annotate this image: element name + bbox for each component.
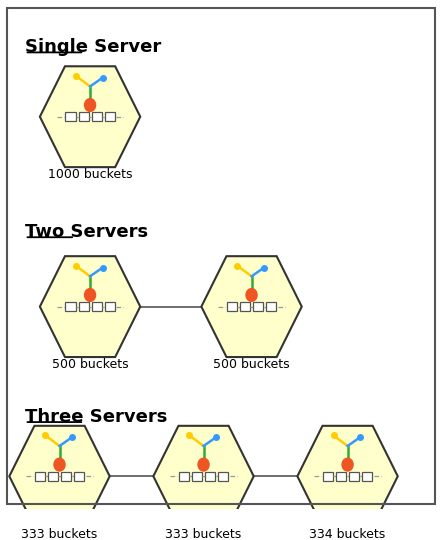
Text: 500 buckets: 500 buckets bbox=[213, 358, 290, 371]
Text: 333 buckets: 333 buckets bbox=[165, 528, 242, 540]
FancyBboxPatch shape bbox=[179, 471, 189, 481]
Text: 333 buckets: 333 buckets bbox=[21, 528, 98, 540]
Circle shape bbox=[198, 458, 209, 471]
Circle shape bbox=[84, 288, 95, 301]
Polygon shape bbox=[40, 256, 140, 357]
Text: Single Server: Single Server bbox=[25, 38, 161, 56]
FancyBboxPatch shape bbox=[91, 302, 102, 311]
FancyBboxPatch shape bbox=[61, 471, 71, 481]
FancyBboxPatch shape bbox=[105, 112, 114, 122]
FancyBboxPatch shape bbox=[240, 302, 250, 311]
Polygon shape bbox=[40, 66, 140, 167]
Polygon shape bbox=[297, 426, 398, 526]
Circle shape bbox=[246, 288, 257, 301]
FancyBboxPatch shape bbox=[65, 302, 76, 311]
FancyBboxPatch shape bbox=[79, 112, 88, 122]
FancyBboxPatch shape bbox=[266, 302, 276, 311]
FancyBboxPatch shape bbox=[48, 471, 58, 481]
Text: 334 buckets: 334 buckets bbox=[309, 528, 386, 540]
FancyBboxPatch shape bbox=[349, 471, 359, 481]
Circle shape bbox=[84, 99, 95, 111]
FancyBboxPatch shape bbox=[205, 471, 215, 481]
FancyBboxPatch shape bbox=[253, 302, 263, 311]
FancyBboxPatch shape bbox=[362, 471, 372, 481]
FancyBboxPatch shape bbox=[91, 112, 102, 122]
FancyBboxPatch shape bbox=[35, 471, 45, 481]
Text: 1000 buckets: 1000 buckets bbox=[48, 168, 132, 181]
Text: 500 buckets: 500 buckets bbox=[52, 358, 128, 371]
Polygon shape bbox=[202, 256, 302, 357]
Polygon shape bbox=[153, 426, 254, 526]
Polygon shape bbox=[9, 426, 110, 526]
FancyBboxPatch shape bbox=[79, 302, 88, 311]
FancyBboxPatch shape bbox=[218, 471, 228, 481]
Text: Two Servers: Two Servers bbox=[25, 223, 148, 241]
FancyBboxPatch shape bbox=[65, 112, 76, 122]
Circle shape bbox=[342, 458, 353, 471]
FancyBboxPatch shape bbox=[323, 471, 333, 481]
FancyBboxPatch shape bbox=[336, 471, 346, 481]
FancyBboxPatch shape bbox=[74, 471, 84, 481]
FancyBboxPatch shape bbox=[105, 302, 114, 311]
FancyBboxPatch shape bbox=[227, 302, 237, 311]
Circle shape bbox=[54, 458, 65, 471]
Text: Three Servers: Three Servers bbox=[25, 408, 167, 426]
FancyBboxPatch shape bbox=[192, 471, 202, 481]
